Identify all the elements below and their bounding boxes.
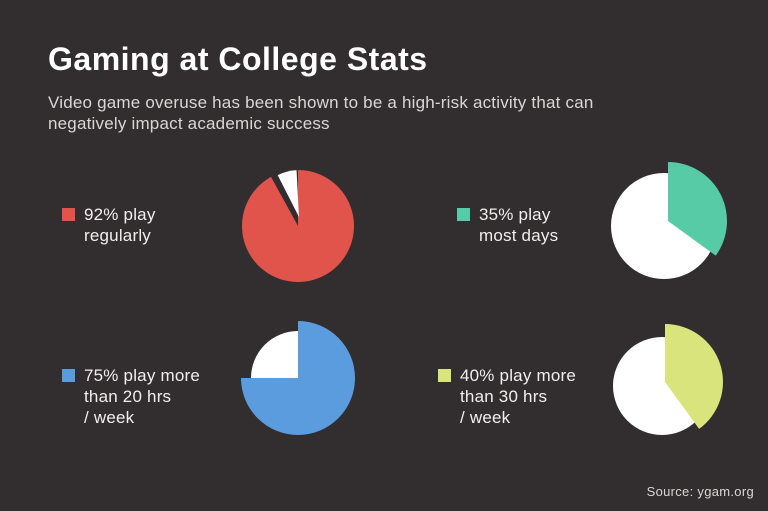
legend-label: 92% play regularly bbox=[84, 205, 156, 245]
page-title: Gaming at College Stats bbox=[48, 41, 428, 77]
legend-75-play-20hrs-week: 75% play more than 20 hrs / week bbox=[62, 365, 200, 428]
legend-35-play-most-days: 35% play most days bbox=[457, 204, 558, 246]
source-credit: Source: ygam.org bbox=[646, 484, 754, 499]
legend-color-swatch-icon bbox=[438, 369, 451, 382]
legend-40-play-30hrs-week: 40% play more than 30 hrs / week bbox=[438, 365, 576, 428]
legend-color-swatch-icon bbox=[457, 208, 470, 221]
legend-color-swatch-icon bbox=[62, 208, 75, 221]
pie-chart-40-play-30hrs-week bbox=[613, 324, 723, 435]
legend-label: 40% play more than 30 hrs / week bbox=[460, 366, 576, 427]
legend-92-play-regularly: 92% play regularly bbox=[62, 204, 156, 246]
legend-label: 35% play most days bbox=[479, 205, 559, 245]
legend-label: 75% play more than 20 hrs / week bbox=[84, 366, 200, 427]
legend-color-swatch-icon bbox=[62, 369, 75, 382]
page-subtitle: Video game overuse has been shown to be … bbox=[48, 93, 594, 133]
pie-chart-92-play-regularly bbox=[242, 170, 354, 282]
pie-chart-75-play-20hrs-week bbox=[241, 321, 355, 435]
pie-chart-35-play-most-days bbox=[611, 162, 727, 279]
